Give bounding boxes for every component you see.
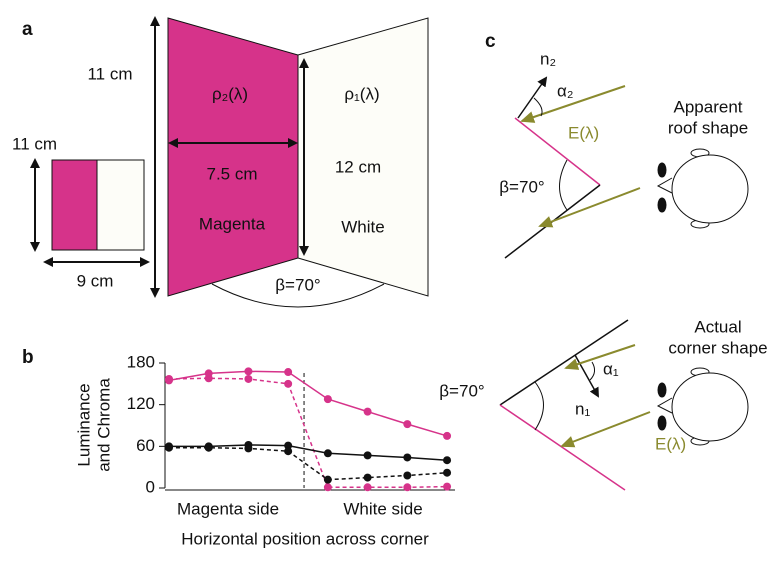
reflectance: ρ₁(λ) bbox=[344, 84, 379, 103]
point bbox=[204, 443, 213, 452]
y-tick-label: 120 bbox=[127, 394, 155, 413]
white-panel bbox=[297, 17, 429, 297]
light-arrow bbox=[538, 187, 641, 228]
surface-label: White bbox=[341, 217, 384, 236]
panel-label: b bbox=[22, 347, 34, 368]
panel-c: c n₂ α₂ E(λ) β=70° Apparent roof shape α… bbox=[439, 31, 768, 491]
angle-label: α₁ bbox=[603, 359, 619, 378]
head-icon bbox=[656, 148, 749, 229]
caption: Actual bbox=[694, 317, 741, 336]
angle-label: β=70° bbox=[499, 177, 544, 196]
angle-arc bbox=[589, 361, 596, 381]
normal-arrow bbox=[517, 76, 548, 119]
point bbox=[363, 473, 372, 482]
point bbox=[403, 471, 412, 480]
caption: roof shape bbox=[668, 118, 748, 137]
point bbox=[164, 374, 173, 383]
caption: corner shape bbox=[668, 338, 767, 357]
point bbox=[323, 475, 332, 484]
surface bbox=[514, 117, 601, 186]
point bbox=[323, 395, 332, 404]
series-line bbox=[168, 370, 448, 437]
panel-label: a bbox=[22, 19, 33, 40]
point bbox=[244, 374, 253, 383]
surface-label: Magenta bbox=[199, 214, 266, 233]
angle-arc bbox=[533, 97, 543, 117]
light-label: E(λ) bbox=[655, 434, 686, 453]
angle-label: α₂ bbox=[557, 81, 573, 100]
normal-label: n₂ bbox=[540, 49, 556, 68]
caption: Apparent bbox=[674, 97, 743, 116]
point bbox=[323, 449, 332, 458]
point bbox=[403, 453, 412, 462]
angle-label: β=70° bbox=[439, 381, 484, 400]
magenta-panel bbox=[167, 17, 299, 297]
point bbox=[284, 441, 293, 450]
point bbox=[284, 379, 293, 388]
dimension: 7.5 cm bbox=[206, 164, 257, 183]
point bbox=[244, 367, 253, 376]
small-magenta bbox=[51, 159, 98, 251]
angle-label: β=70° bbox=[275, 275, 320, 294]
small-white bbox=[96, 159, 145, 251]
angle-arc bbox=[559, 159, 568, 211]
point bbox=[363, 407, 372, 416]
point bbox=[164, 443, 173, 452]
y-tick-label: 0 bbox=[146, 477, 155, 496]
point bbox=[363, 483, 372, 492]
y-tick-label: 180 bbox=[127, 352, 155, 371]
group-label: Magenta side bbox=[177, 499, 279, 518]
point bbox=[323, 483, 332, 492]
surface bbox=[499, 319, 629, 406]
dimension: 9 cm bbox=[77, 271, 114, 290]
panel-a: a 11 cm 9 cm 11 cm ρ₂(λ) ρ₁(λ) 7.5 cm 12… bbox=[12, 15, 429, 308]
reflectance: ρ₂(λ) bbox=[212, 84, 248, 103]
dimension: 11 cm bbox=[12, 134, 57, 153]
point bbox=[284, 447, 293, 456]
light-arrow bbox=[520, 85, 626, 123]
light-label: E(λ) bbox=[568, 123, 599, 142]
light-arrow bbox=[560, 411, 651, 448]
y-axis-title: Luminance bbox=[74, 383, 93, 466]
point bbox=[443, 431, 452, 440]
series-line bbox=[168, 444, 448, 461]
y-axis-title: and Chroma bbox=[94, 378, 113, 472]
y-tick-label: 60 bbox=[136, 436, 155, 455]
panel-b: b Luminance and Chroma Magenta side Whit… bbox=[22, 347, 455, 548]
point bbox=[403, 483, 412, 492]
point bbox=[403, 420, 412, 429]
point bbox=[284, 368, 293, 377]
surface bbox=[499, 404, 626, 491]
point bbox=[443, 482, 452, 491]
point bbox=[244, 444, 253, 453]
dimension: 11 cm bbox=[87, 64, 132, 83]
panel-label: c bbox=[485, 31, 496, 52]
dimension: 12 cm bbox=[335, 157, 381, 176]
point bbox=[443, 468, 452, 477]
x-axis-title: Horizontal position across corner bbox=[181, 529, 429, 548]
point bbox=[443, 456, 452, 465]
angle-arc bbox=[534, 381, 544, 431]
normal-label: n₁ bbox=[575, 399, 590, 418]
point bbox=[363, 451, 372, 460]
group-label: White side bbox=[343, 499, 422, 518]
angle-arc bbox=[211, 283, 385, 308]
head-icon bbox=[656, 367, 749, 446]
point bbox=[204, 374, 213, 383]
light-arrow bbox=[564, 344, 636, 370]
series-line bbox=[168, 446, 448, 481]
series-line bbox=[168, 377, 448, 489]
